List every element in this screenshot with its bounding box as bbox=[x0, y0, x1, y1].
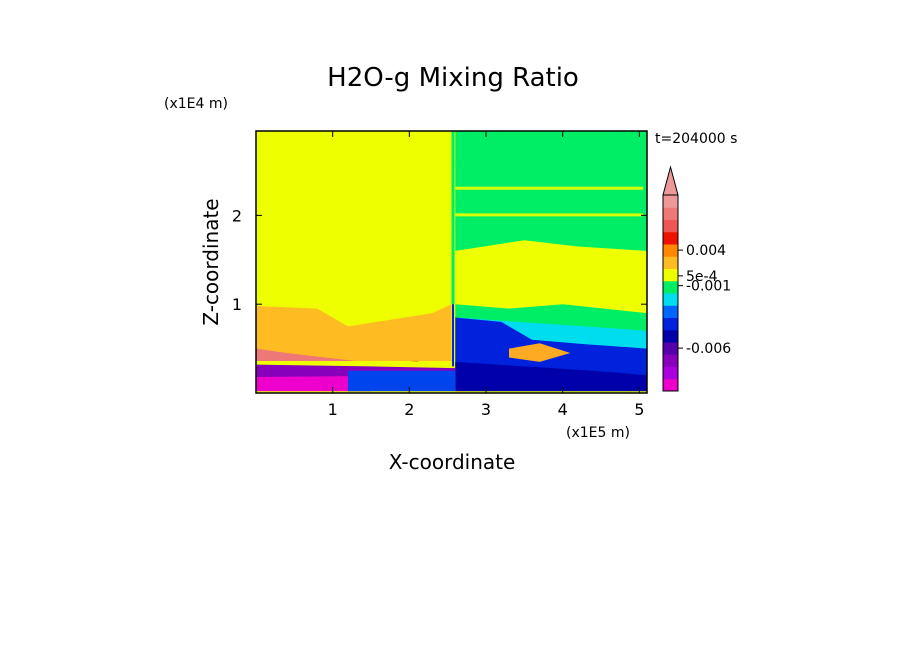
contour-region-blue-strip-left bbox=[348, 370, 456, 392]
y-axis-label: Z-coordinate bbox=[199, 198, 223, 325]
plot-frame bbox=[255, 130, 648, 394]
colorbar-swatch-11 bbox=[663, 244, 678, 257]
streak-3 bbox=[455, 213, 644, 217]
colorbar-swatch-5 bbox=[663, 317, 678, 331]
x-axis-ticks: 1 2 3 4 5 bbox=[328, 131, 644, 419]
y-axis-ticks: 12 bbox=[232, 206, 647, 314]
colorbar-swatch-8 bbox=[663, 280, 678, 294]
colorbar-label-3: -0.006 bbox=[686, 341, 731, 357]
contour-region-light-orange-band bbox=[256, 304, 452, 361]
chart-title: H2O-g Mixing Ratio bbox=[327, 63, 579, 93]
colorbar-swatch-14 bbox=[663, 207, 678, 220]
y-tick-label-1: 2 bbox=[232, 206, 242, 225]
x-tick-label-1: 2 bbox=[404, 400, 414, 419]
streak-1 bbox=[455, 186, 644, 190]
colorbar-swatch-4 bbox=[663, 329, 678, 343]
colorbar-swatch-15 bbox=[663, 195, 678, 208]
x-tick-label-2: 3 bbox=[481, 400, 491, 419]
colorbar-swatch-2 bbox=[663, 354, 678, 367]
colorbar-swatch-9 bbox=[663, 268, 678, 282]
contour-regions bbox=[256, 131, 647, 392]
colorbar-swatch-13 bbox=[663, 219, 678, 233]
streak-2 bbox=[455, 204, 644, 208]
x-tick-label-4: 5 bbox=[634, 400, 644, 419]
contour-region-pink-lower bbox=[256, 348, 356, 361]
colorbar-swatch-1 bbox=[663, 366, 678, 380]
x-tick-label-3: 4 bbox=[558, 400, 568, 419]
colorbar-label-0: 0.004 bbox=[686, 243, 726, 259]
colorbar-swatch-10 bbox=[663, 256, 678, 269]
y-tick-label-0: 1 bbox=[232, 295, 242, 314]
colorbar-swatch-3 bbox=[663, 342, 678, 355]
contour-streaks bbox=[451, 131, 644, 367]
colorbar-label-1: 5e-4 bbox=[686, 269, 718, 285]
colorbar-label-2: -0.001 bbox=[686, 279, 731, 295]
colorbar-swatch-6 bbox=[663, 305, 678, 318]
colorbar-frame bbox=[662, 194, 679, 392]
colorbar-arrow bbox=[662, 165, 679, 196]
y-unit-label: (x1E4 m) bbox=[164, 96, 228, 112]
streak-0 bbox=[455, 164, 644, 168]
contour-region-navy bbox=[455, 361, 647, 392]
contour-region-blue-core-orange bbox=[509, 343, 571, 362]
colorbar-swatch-0 bbox=[663, 378, 678, 392]
colorbar-swatch-7 bbox=[663, 293, 678, 306]
x-tick-label-0: 1 bbox=[328, 400, 338, 419]
colorbar: 0.004 5e-4-0.001 -0.006 bbox=[662, 165, 731, 392]
colorbar-swatch-12 bbox=[663, 231, 678, 245]
streak-4 bbox=[455, 222, 644, 226]
plot-area bbox=[255, 130, 648, 394]
x-unit-label: (x1E5 m) bbox=[566, 425, 630, 441]
contour-region-green-upper bbox=[455, 131, 647, 251]
x-axis-label: X-coordinate bbox=[389, 450, 516, 474]
time-label: t=204000 s bbox=[655, 131, 737, 147]
